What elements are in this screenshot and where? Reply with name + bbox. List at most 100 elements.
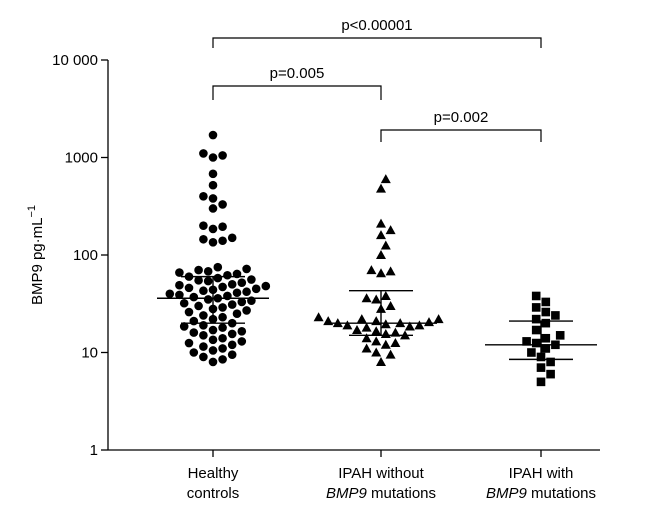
- data-point: [208, 204, 218, 213]
- data-point: [546, 369, 555, 379]
- significance-brackets: p<0.00001 p=0.005 p=0.002: [212, 17, 542, 142]
- category-label: BMP9 mutations: [486, 485, 596, 502]
- data-point: [175, 280, 184, 290]
- data-point: [361, 333, 372, 343]
- data-point: [237, 278, 247, 287]
- data-groups: [157, 130, 597, 387]
- data-point: [218, 282, 227, 292]
- data-point: [541, 333, 551, 343]
- data-point: [232, 288, 242, 298]
- data-point: [203, 267, 213, 276]
- data-point: [380, 328, 391, 338]
- data-point: [208, 346, 218, 355]
- y-tick-label: 10 000: [52, 52, 98, 69]
- y-axis: 1 10 100 1000 10 000: [52, 52, 109, 459]
- category-label: BMP9 mutations: [326, 485, 436, 502]
- data-point: [371, 336, 382, 346]
- data-point: [242, 287, 251, 297]
- bracket-line: [212, 85, 382, 100]
- data-point: [541, 318, 551, 328]
- comparison-bracket: p<0.00001: [212, 17, 542, 48]
- data-point: [342, 320, 353, 330]
- data-point: [551, 311, 560, 320]
- category-label: IPAH without: [338, 465, 424, 482]
- data-point: [194, 265, 203, 275]
- data-point: [203, 295, 213, 304]
- data-point: [184, 338, 194, 348]
- data-point: [232, 309, 242, 319]
- data-point: [184, 283, 194, 293]
- bracket-line: [380, 129, 542, 142]
- data-point: [208, 224, 218, 234]
- category-label: IPAH with: [509, 465, 574, 482]
- data-point: [376, 268, 386, 278]
- data-point: [227, 233, 237, 243]
- data-point: [371, 294, 382, 304]
- data-point: [218, 344, 227, 353]
- group-2: [485, 291, 597, 387]
- category-label-text: controls: [187, 485, 240, 502]
- data-point: [242, 264, 251, 274]
- data-point: [424, 317, 434, 327]
- category-label: Healthy: [188, 465, 239, 482]
- data-point: [208, 325, 218, 335]
- data-point: [208, 130, 218, 140]
- data-point: [541, 307, 551, 317]
- data-point: [251, 284, 261, 294]
- data-point: [208, 180, 218, 190]
- data-point: [203, 276, 213, 286]
- data-point: [522, 337, 531, 346]
- data-point: [189, 316, 199, 326]
- y-tick-label: 10: [81, 345, 98, 362]
- data-point: [223, 291, 232, 301]
- comparison-bracket: p=0.002: [380, 109, 542, 142]
- category-label-suffix: mutations: [367, 485, 436, 502]
- data-point: [213, 273, 223, 283]
- data-point: [313, 312, 324, 322]
- data-point: [536, 377, 546, 387]
- data-point: [376, 356, 386, 366]
- data-point: [175, 290, 184, 300]
- p-value-label: p<0.00001: [341, 17, 412, 34]
- data-point: [208, 335, 218, 345]
- data-point: [527, 348, 536, 357]
- data-point: [227, 280, 237, 289]
- data-point: [371, 347, 382, 357]
- group-0: [157, 130, 271, 367]
- data-point: [237, 326, 247, 336]
- data-point: [380, 240, 391, 250]
- data-point: [218, 312, 227, 322]
- gene-name: BMP9: [486, 485, 528, 502]
- data-point: [242, 306, 251, 315]
- data-point: [414, 320, 425, 330]
- data-point: [189, 348, 199, 357]
- data-point: [199, 342, 208, 351]
- data-point: [184, 307, 194, 317]
- data-point: [165, 289, 175, 299]
- data-point: [227, 350, 237, 359]
- data-point: [404, 321, 415, 331]
- y-tick-label: 1000: [65, 150, 98, 167]
- data-point: [531, 291, 541, 301]
- data-point: [380, 339, 391, 349]
- comparison-bracket: p=0.005: [212, 65, 382, 100]
- category-label-text: IPAH without: [338, 465, 424, 482]
- data-point: [208, 357, 218, 367]
- category-label: controls: [187, 485, 240, 502]
- data-point: [380, 174, 391, 184]
- data-point: [555, 331, 565, 340]
- data-point: [199, 286, 208, 296]
- data-point: [189, 328, 199, 337]
- data-point: [218, 333, 227, 343]
- data-point: [208, 237, 218, 247]
- data-point: [199, 191, 208, 201]
- data-point: [218, 200, 227, 209]
- data-point: [361, 322, 372, 332]
- data-point: [237, 297, 247, 307]
- data-point: [433, 314, 444, 324]
- category-label-suffix: mutations: [527, 485, 596, 502]
- data-point: [541, 344, 551, 353]
- y-axis-label: BMP9 pg·mL−1: [26, 205, 46, 305]
- data-point: [218, 355, 227, 364]
